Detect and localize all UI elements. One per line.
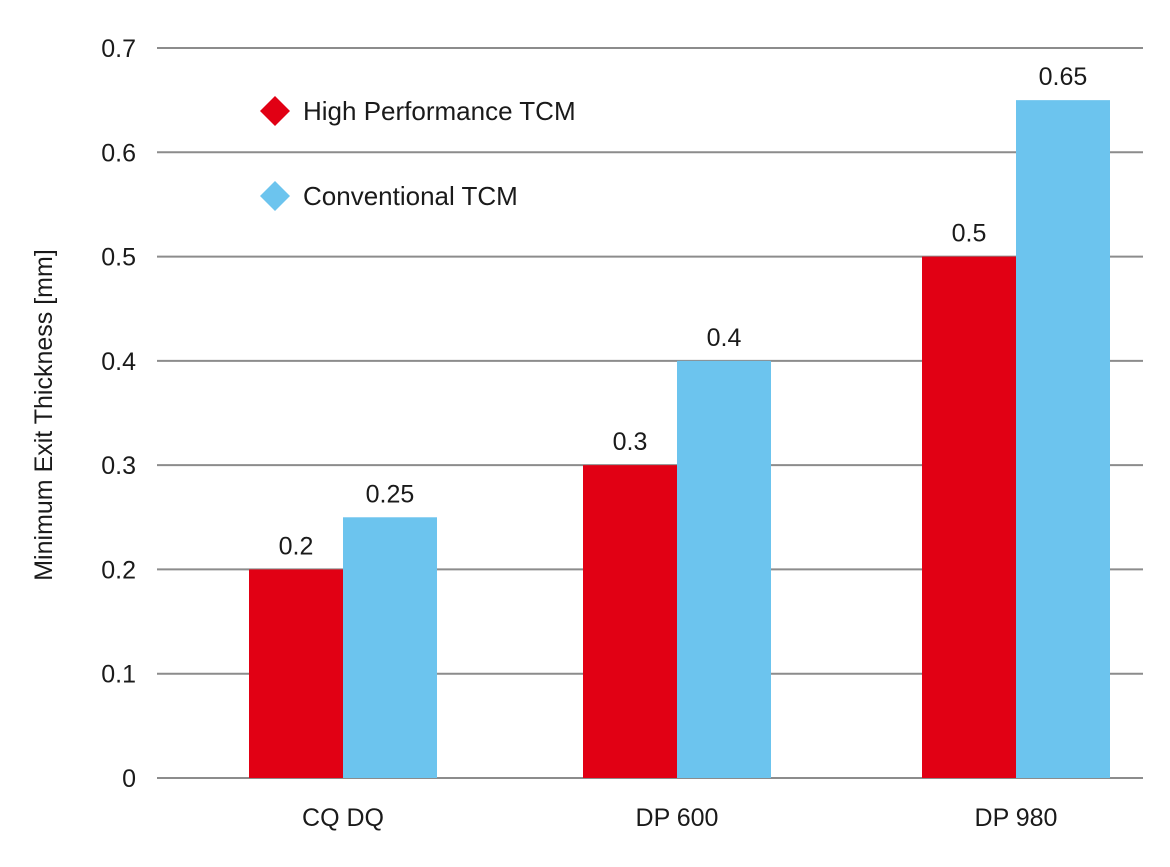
data-label: 0.65 [1039,63,1088,91]
data-label: 0.25 [366,480,415,508]
y-tick-label: 0.3 [101,452,136,480]
bar-conventional [677,360,771,778]
data-label: 0.4 [707,324,742,352]
legend-diamond-icon [260,96,290,126]
data-label: 0.3 [613,428,648,456]
bar-conventional [1016,100,1110,778]
y-tick-label: 0.7 [101,35,136,63]
y-tick-label: 0.1 [101,661,136,689]
data-label: 0.5 [952,220,987,248]
y-tick-label: 0.6 [101,139,136,167]
bar-high-performance [922,256,1016,779]
y-tick-label: 0.4 [101,348,136,376]
legend-label: High Performance TCM [303,96,576,126]
bar-high-performance [249,569,343,778]
x-category-label: DP 980 [975,804,1058,832]
bar-high-performance [583,465,677,778]
bars [249,100,1110,779]
x-category-label: CQ DQ [302,804,384,832]
legend: High Performance TCM Conventional TCM [260,96,576,211]
x-category-label: DP 600 [636,804,719,832]
labels: 0.2 0.25 CQ DQ 0.3 0.4 DP 600 0.5 0.65 DP 980 [279,63,1088,832]
legend-diamond-icon [260,181,290,211]
data-label: 0.2 [279,532,314,560]
y-tick-label: 0.2 [101,556,136,584]
bar-conventional [343,517,437,778]
legend-label: Conventional TCM [303,181,518,211]
y-tick-label: 0 [122,765,136,793]
y-tick-label: 0.5 [101,244,136,272]
y-axis-title: Minimum Exit Thickness [mm] [30,249,58,581]
